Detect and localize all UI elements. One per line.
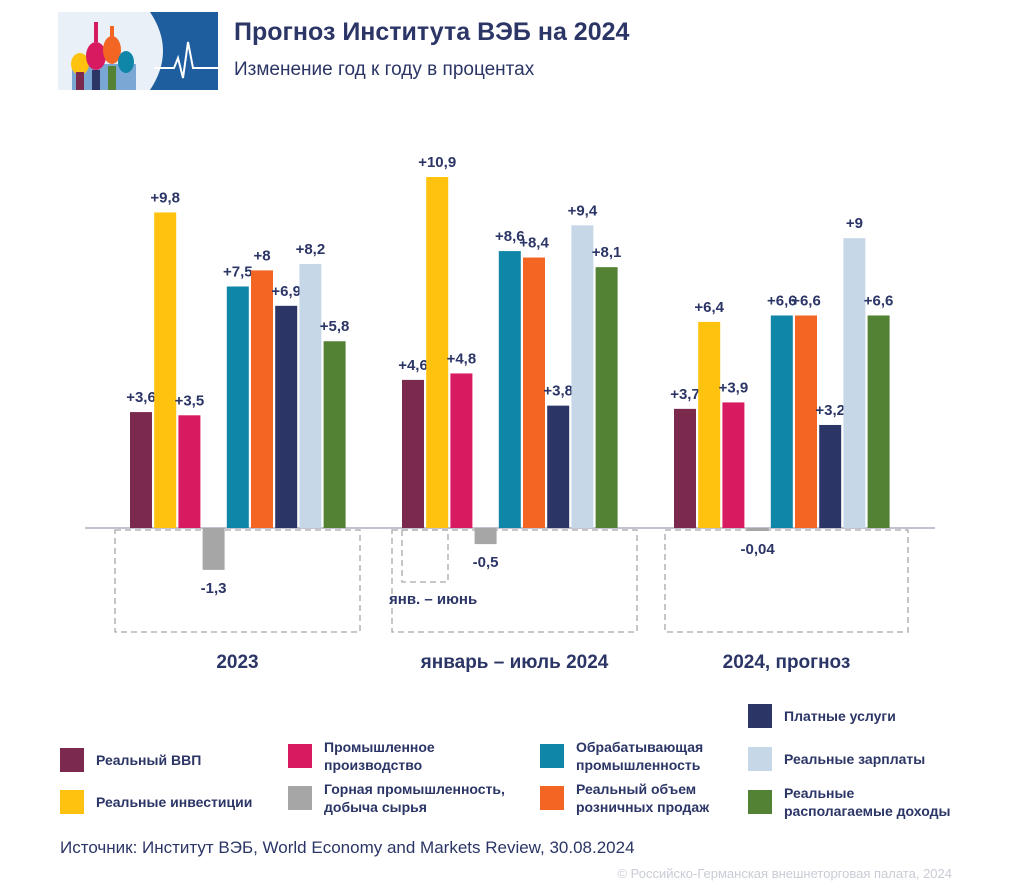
category-frame (391, 529, 638, 633)
legend-swatch (60, 748, 84, 772)
chart-title: Прогноз Института ВЭБ на 2024 (234, 18, 630, 46)
data-label: +7,5 (223, 264, 253, 281)
legend-item-gdp: Реальный ВВП (60, 748, 201, 772)
category-frame (114, 529, 361, 633)
data-label: -0,5 (473, 554, 499, 571)
legend-label: Реальные инвестиции (96, 794, 253, 810)
bar (299, 263, 322, 528)
data-label: +8,2 (296, 241, 326, 258)
bar (595, 267, 618, 528)
bar (275, 305, 298, 528)
data-label: +8 (253, 247, 270, 264)
bar (498, 251, 521, 528)
legend-label: Платные услуги (784, 708, 896, 724)
annotation-frame (401, 529, 449, 583)
data-label: +9,8 (150, 189, 180, 206)
annotation-label: янв. – июнь (389, 591, 477, 608)
bar (746, 528, 769, 531)
bar (474, 528, 497, 545)
legend-swatch (540, 786, 564, 810)
bar (178, 415, 201, 528)
legend-item-retail: Реальный объем розничных продаж (540, 780, 709, 816)
legend-label: Реальные располагаемые доходы (784, 785, 951, 819)
legend-item-wages: Реальные зарплаты (748, 747, 925, 771)
category-label: 2024, прогноз (723, 652, 851, 673)
data-label: +3,5 (175, 392, 205, 409)
bar (426, 177, 449, 528)
legend-swatch (748, 747, 772, 771)
bar (402, 379, 424, 528)
legend-label: Реальный объем розничных продаж (576, 781, 710, 815)
data-label: +4,8 (447, 350, 477, 367)
legend-swatch (288, 744, 312, 768)
legend-swatch (60, 790, 84, 814)
bar (795, 315, 817, 528)
data-label: +8,6 (495, 228, 525, 245)
data-label: +5,8 (320, 318, 350, 335)
bar (547, 405, 570, 528)
category-label: 2023 (216, 652, 258, 673)
legend-item-mining: Горная промышленность, добыча сырья (288, 780, 505, 816)
bar (674, 408, 696, 528)
legend-item-investment: Реальные инвестиции (60, 790, 252, 814)
legend-label: Обрабатывающая промышленность (576, 739, 704, 773)
bar (226, 286, 249, 528)
legend-swatch (288, 786, 312, 810)
source-note: Источник: Институт ВЭБ, World Economy an… (60, 838, 635, 857)
legend-label: Реальные зарплаты (784, 751, 926, 767)
data-label: +8,4 (519, 235, 549, 252)
data-label: -1,3 (201, 580, 227, 597)
bar (770, 315, 793, 528)
legend-swatch (748, 704, 772, 728)
legend-item-manufacturing: Обрабатывающая промышленность (540, 738, 703, 774)
data-label: +3,2 (815, 402, 845, 419)
bar (130, 412, 152, 528)
legend-label: Горная промышленность, добыча сырья (324, 781, 505, 815)
bar (843, 238, 866, 528)
data-label: +6,6 (791, 292, 821, 309)
legend-item-industrial-production: Промышленное производство (288, 738, 435, 774)
data-label: +8,1 (592, 244, 622, 261)
data-label: +6,6 (864, 292, 894, 309)
legend-label: Промышленное производство (324, 739, 435, 773)
legend-swatch (748, 790, 772, 814)
bar (523, 257, 545, 528)
data-label: +6,9 (271, 283, 301, 300)
bar (251, 270, 273, 528)
data-label: +9 (846, 215, 863, 232)
data-label: +3,6 (126, 389, 156, 406)
data-label: +3,9 (719, 379, 749, 396)
data-label: +4,6 (398, 357, 428, 374)
data-label: -0,04 (740, 541, 775, 558)
legend-swatch (540, 744, 564, 768)
bar (819, 424, 842, 528)
bar (323, 341, 346, 528)
legend-item-disposable-income: Реальные располагаемые доходы (748, 784, 950, 820)
category-label: январь – июль 2024 (420, 652, 609, 673)
bar (202, 528, 225, 570)
copyright-note: © Российско-Германская внешнеторговая па… (617, 866, 952, 881)
bar (867, 315, 890, 528)
bar (450, 373, 473, 528)
data-label: +3,8 (543, 383, 573, 400)
bar-chart: янв. – июнь +3,6 +4,6 +3,7 +9,8 +10,9 +6,4 +3,5… (85, 154, 935, 673)
data-label: +3,7 (670, 386, 700, 403)
data-label: +9,4 (568, 202, 598, 219)
bar (722, 402, 745, 528)
legend-item-paid-services: Платные услуги (748, 704, 896, 728)
data-label: +6,4 (694, 299, 724, 316)
category-frame (664, 529, 909, 633)
chart-subtitle: Изменение год к году в процентах (234, 59, 535, 80)
legend-label: Реальный ВВП (96, 752, 202, 768)
data-label: +10,9 (418, 154, 456, 171)
logo-image (58, 12, 218, 90)
bar (698, 321, 721, 528)
bar (571, 225, 594, 528)
data-label: +6,6 (767, 292, 797, 309)
bar (154, 212, 177, 528)
